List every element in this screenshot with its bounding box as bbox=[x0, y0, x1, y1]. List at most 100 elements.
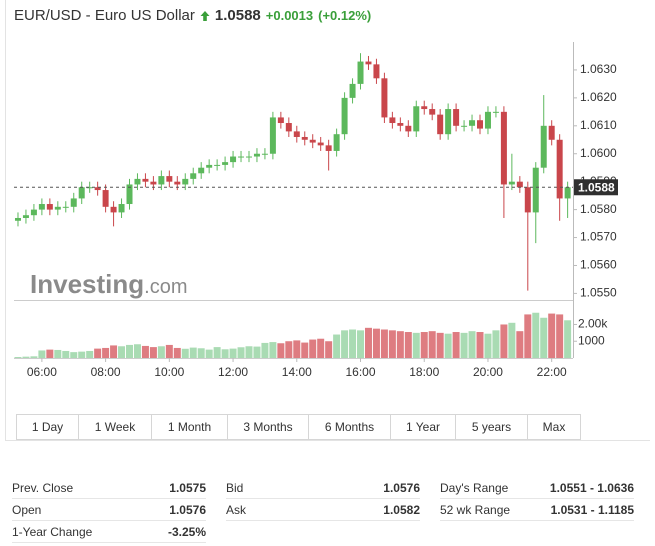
candle-body bbox=[349, 83, 356, 98]
candle-body bbox=[484, 111, 491, 129]
volume-bar bbox=[556, 314, 564, 358]
volume-bar bbox=[388, 330, 396, 358]
x-tick-label: 10:00 bbox=[154, 365, 184, 379]
candle-body bbox=[46, 204, 53, 210]
candle-body bbox=[78, 187, 85, 199]
stat-value: 1.0551 - 1.0636 bbox=[549, 481, 634, 495]
candle-body bbox=[556, 139, 563, 199]
volume-bar bbox=[380, 329, 388, 358]
candle-body bbox=[110, 206, 117, 213]
y-tick-label: 1.0570 bbox=[580, 230, 617, 244]
candle-body bbox=[325, 145, 332, 151]
volume-bar bbox=[508, 322, 516, 358]
candle-body bbox=[365, 61, 372, 65]
volume-bar bbox=[285, 341, 293, 358]
candle-body bbox=[190, 173, 197, 179]
candle-body bbox=[381, 78, 388, 118]
range-button[interactable]: 1 Year bbox=[391, 415, 456, 439]
volume-bar bbox=[38, 350, 46, 358]
volume-bar bbox=[205, 349, 213, 358]
volume-bar bbox=[149, 347, 157, 358]
volume-bar bbox=[317, 338, 325, 358]
volume-bar bbox=[102, 347, 110, 358]
y-tick-label: 1.0560 bbox=[580, 258, 617, 272]
candle-body bbox=[166, 176, 173, 182]
candle-body bbox=[253, 153, 260, 157]
volume-bar bbox=[126, 344, 134, 358]
range-button[interactable]: 1 Week bbox=[79, 415, 152, 439]
candle-body bbox=[548, 125, 555, 140]
stat-value: -3.25% bbox=[167, 525, 206, 539]
volume-bar bbox=[532, 312, 540, 358]
volume-bar bbox=[54, 349, 62, 358]
volume-bar bbox=[173, 347, 181, 358]
candle-body bbox=[285, 123, 292, 132]
candle-body bbox=[38, 204, 45, 210]
price-change: +0.0013 bbox=[265, 8, 314, 23]
range-button[interactable]: 6 Months bbox=[309, 415, 391, 439]
up-arrow-icon bbox=[200, 10, 210, 21]
x-tick-label: 20:00 bbox=[473, 365, 503, 379]
volume-bar bbox=[436, 332, 444, 358]
last-price: 1.0588 bbox=[214, 7, 261, 24]
candle-body bbox=[477, 120, 484, 129]
volume-bar bbox=[213, 347, 221, 358]
candle-body bbox=[214, 164, 221, 166]
candle-body bbox=[421, 106, 428, 110]
candle-body bbox=[230, 156, 237, 163]
volume-bar bbox=[293, 340, 301, 358]
x-tick-label: 22:00 bbox=[537, 365, 567, 379]
stat-value: 1.0576 bbox=[169, 503, 206, 517]
candle-body bbox=[14, 217, 21, 221]
candle-body bbox=[301, 136, 308, 140]
header: EUR/USD - Euro US Dollar 1.0588 +0.0013 … bbox=[14, 7, 371, 24]
x-tick-label: 08:00 bbox=[91, 365, 121, 379]
volume-bar bbox=[237, 347, 245, 358]
range-button[interactable]: 1 Month bbox=[152, 415, 228, 439]
volume-bar bbox=[341, 330, 349, 358]
stats-column: Prev. Close 1.0575 Open 1.0576 1-Year Change… bbox=[12, 478, 206, 544]
y2-tick-label: 2.00k bbox=[578, 317, 608, 331]
stats-column: Day's Range 1.0551 - 1.0636 52 wk Range 1.0… bbox=[440, 478, 634, 522]
price-change-pct: (+0.12%) bbox=[318, 8, 372, 23]
instrument-title: EUR/USD - Euro US Dollar bbox=[14, 7, 195, 24]
volume-bar bbox=[444, 333, 452, 358]
candle-body bbox=[341, 97, 348, 135]
x-tick-label: 06:00 bbox=[27, 365, 57, 379]
candle-body bbox=[277, 117, 284, 124]
candle-body bbox=[261, 153, 268, 155]
volume-bar bbox=[500, 324, 508, 358]
volume-bar bbox=[540, 317, 548, 358]
stats-row: Open 1.0576 bbox=[12, 500, 206, 521]
volume-bar bbox=[229, 348, 237, 358]
stat-label: Open bbox=[12, 503, 42, 517]
y-tick-label: 1.0620 bbox=[580, 90, 617, 104]
stats-column: Bid 1.0576 Ask 1.0582 bbox=[226, 478, 420, 522]
candle-body bbox=[397, 123, 404, 126]
range-button[interactable]: Max bbox=[542, 420, 566, 434]
candle-body bbox=[429, 109, 436, 115]
volume-bar bbox=[492, 330, 500, 358]
candle-body bbox=[445, 109, 452, 135]
volume-bar bbox=[118, 346, 126, 358]
volume-bar bbox=[110, 345, 118, 358]
volume-bar bbox=[564, 320, 572, 358]
candle-body bbox=[516, 181, 523, 188]
y-tick-label: 1.0610 bbox=[580, 118, 617, 132]
y-tick-label: 1.0630 bbox=[580, 62, 617, 76]
volume-bar bbox=[412, 332, 420, 358]
watermark-suffix: .com bbox=[144, 276, 187, 298]
range-button[interactable]: 3 Months bbox=[228, 415, 309, 439]
volume-bar bbox=[141, 345, 149, 358]
volume-bar bbox=[78, 351, 86, 358]
range-button[interactable]: 1 Day bbox=[17, 415, 79, 439]
stat-label: Day's Range bbox=[440, 481, 509, 495]
candle-body bbox=[532, 167, 539, 213]
candle-body bbox=[222, 162, 229, 165]
candle-body bbox=[150, 181, 157, 185]
x-tick-label: 16:00 bbox=[345, 365, 375, 379]
volume-bar bbox=[396, 331, 404, 358]
candle-body bbox=[62, 206, 69, 208]
range-button[interactable]: 5 years bbox=[456, 415, 528, 439]
candle-body bbox=[245, 156, 252, 158]
